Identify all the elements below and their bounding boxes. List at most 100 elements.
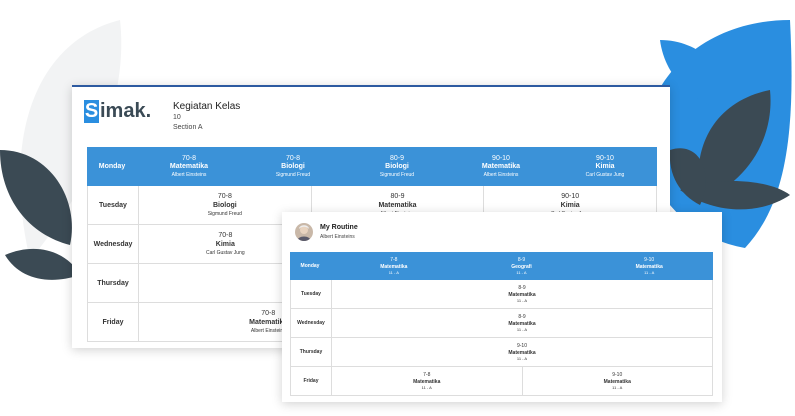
subject: Matematika — [378, 201, 417, 209]
day: Wednesday — [88, 225, 139, 263]
slots: 70-8 Matematika Albert Einsteins 70-8 Biolog… — [137, 147, 657, 186]
slots: 9-10 Matematika 11 - A — [332, 338, 712, 366]
slot: 8-9 Geografi 11 - A — [458, 252, 586, 280]
class: 10 — [173, 114, 181, 121]
day: Monday — [98, 163, 126, 170]
slot: 9-10 Matematika 11 - A — [585, 252, 713, 280]
header: Kegiatan Kelas 10 Section A — [173, 101, 240, 133]
slot: 80-9 Biologi Sigmund Freud — [345, 147, 449, 186]
subject: Kimia — [595, 163, 615, 171]
slots: 70-8 Kimia Carl Gustav Jung — [139, 225, 656, 263]
subject: Matematika — [635, 263, 663, 270]
time: 7-8 — [423, 372, 431, 379]
avatar-image — [297, 225, 311, 241]
routine-table: Monday 7-8 Matematika 11 - A 8-9 Geografi 11 -… — [290, 252, 713, 396]
table-row: Thursday 9-10 Matematika 11 - A — [290, 338, 713, 367]
teacher: Albert Einsteins — [171, 172, 207, 179]
subject: Matematika — [249, 318, 288, 326]
time: 70-8 — [218, 232, 233, 240]
class: 11 - A — [388, 269, 399, 275]
time: 70-8 — [261, 310, 276, 318]
table-row: Monday 7-8 Matematika 11 - A 8-9 Geografi 11 -… — [290, 252, 713, 280]
teacher: Sigmund Freud — [207, 210, 242, 217]
slots: 7-8 Matematika 11 - A 9-10 Matematika 11 - A — [332, 367, 712, 395]
table-row: Monday 70-8 Matematika Albert Einsteins 70-8… — [87, 147, 657, 186]
slots: 70-8 Matematika Albert Einsteins — [139, 303, 656, 341]
slot: 70-8 Kimia Carl Gustav Jung — [139, 225, 312, 263]
class: 11 - A — [421, 384, 432, 390]
leaf-dark — [0, 150, 72, 245]
slots: 8-9 Matematika 11 - A — [332, 280, 712, 308]
slots: 8-9 Matematika 11 - A — [332, 309, 712, 337]
subject: Matematika — [508, 291, 536, 298]
subject: Matematika — [508, 349, 536, 356]
subject: Biologi — [385, 163, 409, 171]
teacher: Sigmund Freud — [379, 172, 415, 179]
time: 7-8 — [390, 257, 398, 264]
time: 9-10 — [644, 257, 655, 264]
subject: Matematika — [380, 263, 408, 270]
class: 11 - A — [644, 269, 655, 275]
section: Section A — [173, 124, 203, 131]
class: 11 - A — [612, 384, 623, 390]
slot: 8-9 Matematika 11 - A — [332, 280, 712, 308]
time: 90-10 — [492, 154, 510, 162]
avatar — [295, 223, 313, 241]
subject: Matematika — [481, 163, 521, 171]
subject: Matematika — [603, 378, 631, 385]
time: 90-10 — [561, 193, 580, 201]
day: Friday — [88, 303, 139, 341]
day: Wednesday — [291, 309, 332, 337]
teacher: Albert Einsteins — [483, 172, 519, 179]
time: 70-8 — [217, 193, 232, 201]
day: Tuesday — [88, 186, 139, 224]
slot: 70-8 Biologi Sigmund Freud — [241, 147, 345, 186]
subject: Kimia — [215, 240, 235, 248]
slot: 7-8 Matematika 11 - A — [330, 252, 458, 280]
slot: 90-10 Matematika Albert Einsteins — [449, 147, 553, 186]
time: 9-10 — [516, 343, 527, 350]
subject: Biologi — [281, 163, 305, 171]
slot: 70-8 Matematika Albert Einsteins — [137, 147, 241, 186]
day: Tuesday — [291, 280, 332, 308]
leaf-dark — [5, 248, 80, 280]
slot: 70-8 Biologi Sigmund Freud — [139, 186, 312, 224]
logo-text: imak. — [100, 100, 152, 122]
day: Monday — [300, 263, 320, 269]
time: 8-9 — [518, 314, 526, 321]
teacher: Carl Gustav Jung — [585, 172, 625, 179]
routine-card: My Routine Albert Einsteins Monday 7-8 Mat… — [282, 212, 722, 402]
slot: 9-10 Matematika 11 - A — [523, 367, 713, 395]
time: 70-8 — [181, 154, 196, 162]
subject: Geografi — [511, 263, 532, 270]
title: Kegiatan Kelas — [173, 101, 241, 112]
subject: Matematika — [413, 378, 441, 385]
subject: Biologi — [212, 201, 237, 209]
class: 11 - A — [516, 297, 528, 303]
time: 70-8 — [285, 154, 300, 162]
time: 8-9 — [518, 285, 526, 292]
subject: Matematika — [169, 163, 209, 171]
logo: Simak. — [84, 100, 151, 123]
class: 11 - A — [516, 269, 527, 275]
time: 9-10 — [612, 372, 623, 379]
logo-mark: S — [84, 100, 99, 123]
name: Albert Einsteins — [320, 234, 355, 240]
leaf-dark — [698, 90, 771, 200]
leaf-dark — [669, 148, 706, 205]
time: 90-10 — [596, 154, 614, 162]
teacher: Carl Gustav Jung — [206, 249, 245, 256]
time: 80-9 — [389, 154, 404, 162]
time: 8-9 — [517, 257, 526, 264]
title: My Routine — [320, 224, 358, 231]
table-row: Wednesday 8-9 Matematika 11 - A — [290, 309, 713, 338]
teacher: Albert Einsteins — [250, 327, 286, 334]
day: Thursday — [291, 338, 332, 366]
table-row: Tuesday 8-9 Matematika 11 - A — [290, 280, 713, 309]
leaf-blue — [660, 40, 735, 110]
subject: Matematika — [508, 320, 536, 327]
slot: 9-10 Matematika 11 - A — [332, 338, 712, 366]
slot: 8-9 Matematika 11 - A — [332, 309, 712, 337]
